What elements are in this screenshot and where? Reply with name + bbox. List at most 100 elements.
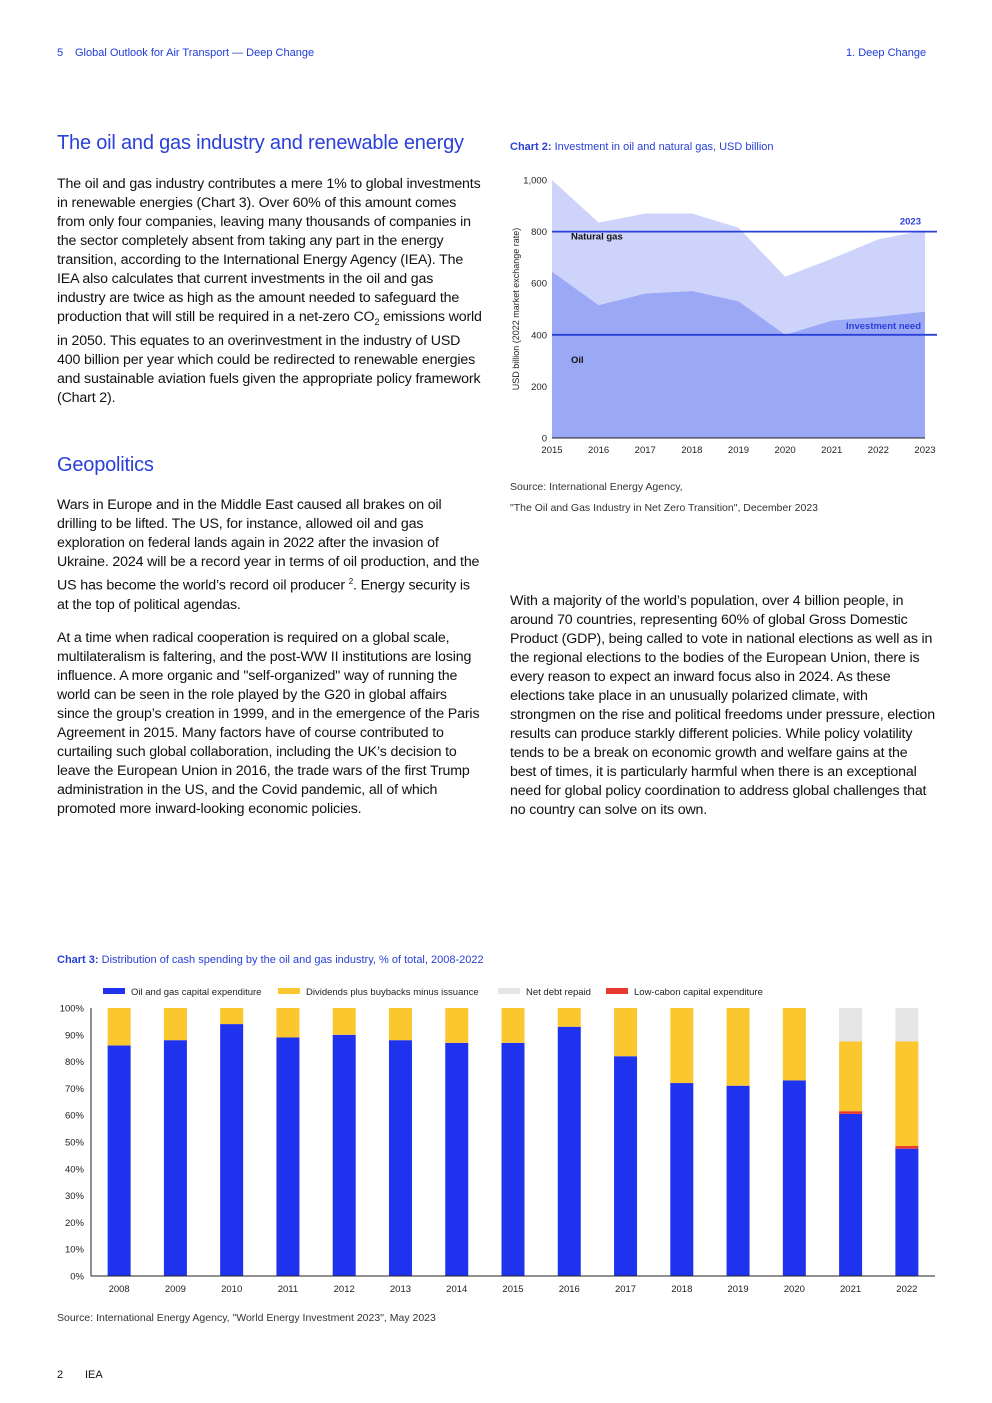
- bar-segment: [614, 1056, 638, 1276]
- bar-segment: [501, 1042, 525, 1276]
- y-tick-label: 400: [531, 330, 547, 341]
- y-tick-label: 50%: [65, 1138, 85, 1149]
- bar-segment: [220, 1008, 244, 1025]
- natural-gas-area: [552, 180, 925, 335]
- x-tick-label: 2015: [541, 445, 562, 456]
- oil-gas-paragraph: The oil and gas industry contributes a m…: [57, 175, 482, 408]
- natural-gas-label: Natural gas: [571, 231, 623, 242]
- legend-swatch: [606, 988, 628, 994]
- x-tick-label: 2010: [221, 1284, 242, 1295]
- chart3-label: Chart 3:: [57, 954, 99, 966]
- bar-segment: [670, 1008, 694, 1084]
- y-tick-label: 20%: [65, 1218, 85, 1229]
- bar-segment: [839, 1041, 863, 1112]
- bar-segment: [445, 1042, 469, 1276]
- y-tick-label: 80%: [65, 1057, 85, 1068]
- y-tick-label: 70%: [65, 1084, 85, 1095]
- bar-segment: [557, 1008, 581, 1027]
- y-tick-label: 40%: [65, 1164, 85, 1175]
- x-tick-label: 2017: [615, 1284, 636, 1295]
- y-tick-label: 90%: [65, 1030, 85, 1041]
- footer-org: IEA: [85, 1369, 103, 1381]
- chart2-source-line1: Source: International Energy Agency,: [510, 481, 683, 493]
- geopolitics-paragraph-1: Wars in Europe and in the Middle East ca…: [57, 496, 482, 615]
- x-tick-label: 2016: [588, 445, 609, 456]
- chart2-source: Source: International Energy Agency, "Th…: [510, 477, 818, 519]
- oil-gas-text-a: The oil and gas industry contributes a m…: [57, 176, 481, 325]
- legend-label: Oil and gas capital expenditure: [131, 987, 261, 998]
- y-tick-label: 0%: [70, 1272, 84, 1283]
- bar-segment: [163, 1040, 187, 1276]
- chart2-title-text: Investment in oil and natural gas, USD b…: [551, 141, 774, 153]
- bar-segment: [388, 1008, 412, 1041]
- x-tick-label: 2019: [728, 445, 749, 456]
- bar-segment: [895, 1146, 919, 1149]
- co2-subscript: 2: [374, 316, 380, 327]
- oil-gas-text-b: emissions world in 2050. This equates to…: [57, 309, 482, 406]
- footnote-ref: 2: [348, 577, 354, 586]
- bar-segment: [501, 1008, 525, 1043]
- oil-area: [552, 271, 925, 438]
- bar-segment: [220, 1024, 244, 1276]
- document-title: Global Outlook for Air Transport — Deep …: [75, 47, 315, 59]
- x-tick-label: 2018: [671, 1284, 692, 1295]
- x-tick-label: 2017: [635, 445, 656, 456]
- y-tick-label: 60%: [65, 1111, 85, 1122]
- x-tick-label: 2020: [775, 445, 796, 456]
- geopolitics-paragraph-2: At a time when radical cooperation is re…: [57, 630, 480, 817]
- bar-segment: [782, 1008, 806, 1081]
- x-tick-label: 2015: [502, 1284, 523, 1295]
- y-tick-label: 1,000: [523, 176, 547, 187]
- bar-segment: [445, 1008, 469, 1043]
- legend-label: Low-cabon capital expenditure: [634, 987, 763, 998]
- x-tick-label: 2018: [681, 445, 702, 456]
- bar-segment: [332, 1008, 356, 1035]
- chart3-source: Source: International Energy Agency, "Wo…: [57, 1312, 436, 1324]
- section-heading-geopolitics: Geopolitics: [57, 454, 154, 476]
- bar-segment: [726, 1085, 750, 1276]
- y-tick-label: 30%: [65, 1191, 85, 1202]
- bar-segment: [332, 1034, 356, 1276]
- geopolitics-paragraph-3: With a majority of the world’s populatio…: [510, 593, 935, 818]
- bar-segment: [276, 1008, 300, 1038]
- chart2-title: Chart 2: Investment in oil and natural g…: [510, 141, 774, 153]
- chart3-title: Chart 3: Distribution of cash spending b…: [57, 954, 484, 966]
- bar-segment: [839, 1111, 863, 1114]
- x-tick-label: 2008: [109, 1284, 130, 1295]
- legend-label: Dividends plus buybacks minus issuance: [306, 987, 479, 998]
- reference-label-investment-need: Investment need: [846, 321, 921, 332]
- chart3-stacked-bar-chart: Oil and gas capital expenditure Dividends…: [60, 987, 935, 1295]
- geo-text-1a: Wars in Europe and in the Middle East ca…: [57, 497, 480, 594]
- chart2-label: Chart 2:: [510, 141, 552, 153]
- chart3-title-text: Distribution of cash spending by the oil…: [98, 954, 484, 966]
- chart2-area-chart: 0 200 400 600 800 1,000 2015 2016 2017 2018 2019 20…: [511, 176, 937, 456]
- x-tick-label: 2023: [914, 445, 935, 456]
- bar-segment: [895, 1148, 919, 1276]
- page-number-header: 5: [57, 47, 64, 59]
- chart2-source-line2: "The Oil and Gas Industry in Net Zero Tr…: [510, 502, 819, 514]
- x-tick-label: 2011: [278, 1284, 298, 1295]
- bar-segment: [895, 1041, 919, 1147]
- y-tick-label: 800: [531, 227, 547, 238]
- bar-segment: [614, 1008, 638, 1057]
- x-tick-label: 2013: [390, 1284, 411, 1295]
- x-tick-label: 2019: [727, 1284, 748, 1295]
- x-tick-label: 2020: [784, 1284, 805, 1295]
- x-tick-label: 2021: [840, 1284, 861, 1295]
- legend-label: Net debt repaid: [526, 987, 591, 998]
- footer-page-number: 2: [57, 1369, 64, 1381]
- x-tick-label: 2016: [559, 1284, 580, 1295]
- bar-segment: [839, 1008, 863, 1042]
- x-tick-label: 2012: [334, 1284, 355, 1295]
- bar-segment: [163, 1008, 187, 1041]
- x-tick-label: 2022: [868, 445, 889, 456]
- y-tick-label: 10%: [65, 1245, 85, 1256]
- bar-segment: [895, 1008, 919, 1042]
- x-tick-label: 2021: [821, 445, 842, 456]
- bar-segment: [670, 1083, 694, 1276]
- bar-segment: [839, 1113, 863, 1276]
- x-tick-label: 2014: [446, 1284, 467, 1295]
- bar-segment: [782, 1080, 806, 1276]
- legend-swatch: [103, 988, 125, 994]
- y-axis-label: USD billion (2022 market exchange rate): [511, 228, 521, 391]
